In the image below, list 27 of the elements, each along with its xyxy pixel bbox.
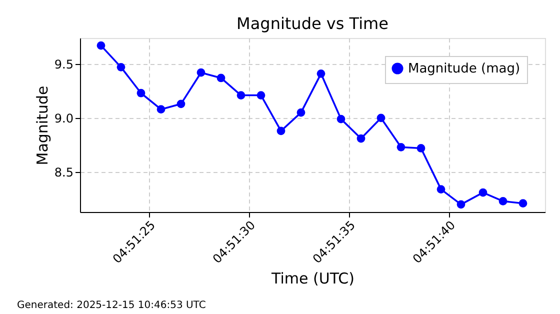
point [456, 200, 466, 209]
point [376, 114, 386, 122]
x-axis-title: Time (UTC) [270, 269, 354, 288]
point [216, 74, 226, 82]
point [436, 185, 446, 194]
point [236, 91, 246, 100]
point [276, 126, 286, 136]
point [176, 100, 186, 108]
text: Generated: 2025-12-15 10:46:53 UTC [17, 300, 206, 311]
point [156, 105, 166, 114]
y-tick-label: 9.0 [54, 111, 74, 126]
point [356, 134, 366, 143]
point [196, 68, 206, 77]
point [336, 114, 346, 124]
point [296, 108, 306, 117]
point [316, 69, 326, 78]
point [396, 142, 406, 152]
y-tick-label: 8.5 [54, 166, 74, 180]
point [96, 41, 106, 50]
point [416, 144, 426, 152]
point [136, 88, 146, 98]
point [116, 63, 126, 72]
legend-label: Magnitude (mag) [408, 62, 520, 76]
y-axis-title: Magnitude [33, 86, 52, 166]
chart-title: Magnitude vs Time [236, 14, 388, 33]
point [256, 91, 266, 100]
y-tick-label: 9.5 [54, 57, 74, 72]
